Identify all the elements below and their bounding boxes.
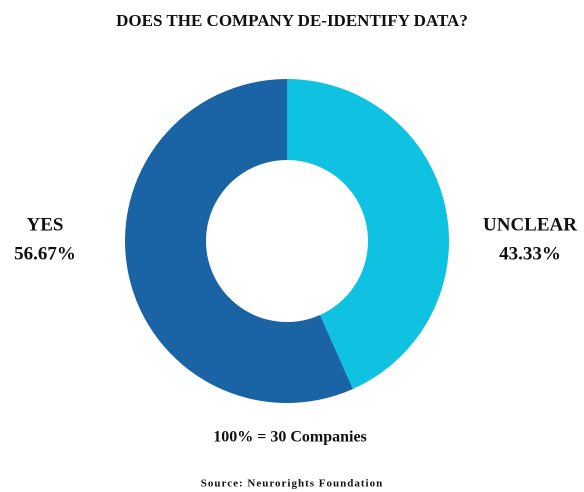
donut-segment: [287, 79, 450, 389]
chart-title: DOES THE COMPANY DE-IDENTIFY DATA?: [116, 11, 468, 30]
donut-segment: [125, 79, 353, 403]
value-label: 43.33%: [499, 243, 561, 264]
category-label: UNCLEAR: [483, 214, 577, 235]
category-label: YES: [27, 214, 64, 235]
value-label: 56.67%: [14, 243, 76, 264]
annotation: 100% = 30 Companies: [213, 429, 367, 446]
source: Source: Neurorights Foundation: [201, 478, 383, 490]
